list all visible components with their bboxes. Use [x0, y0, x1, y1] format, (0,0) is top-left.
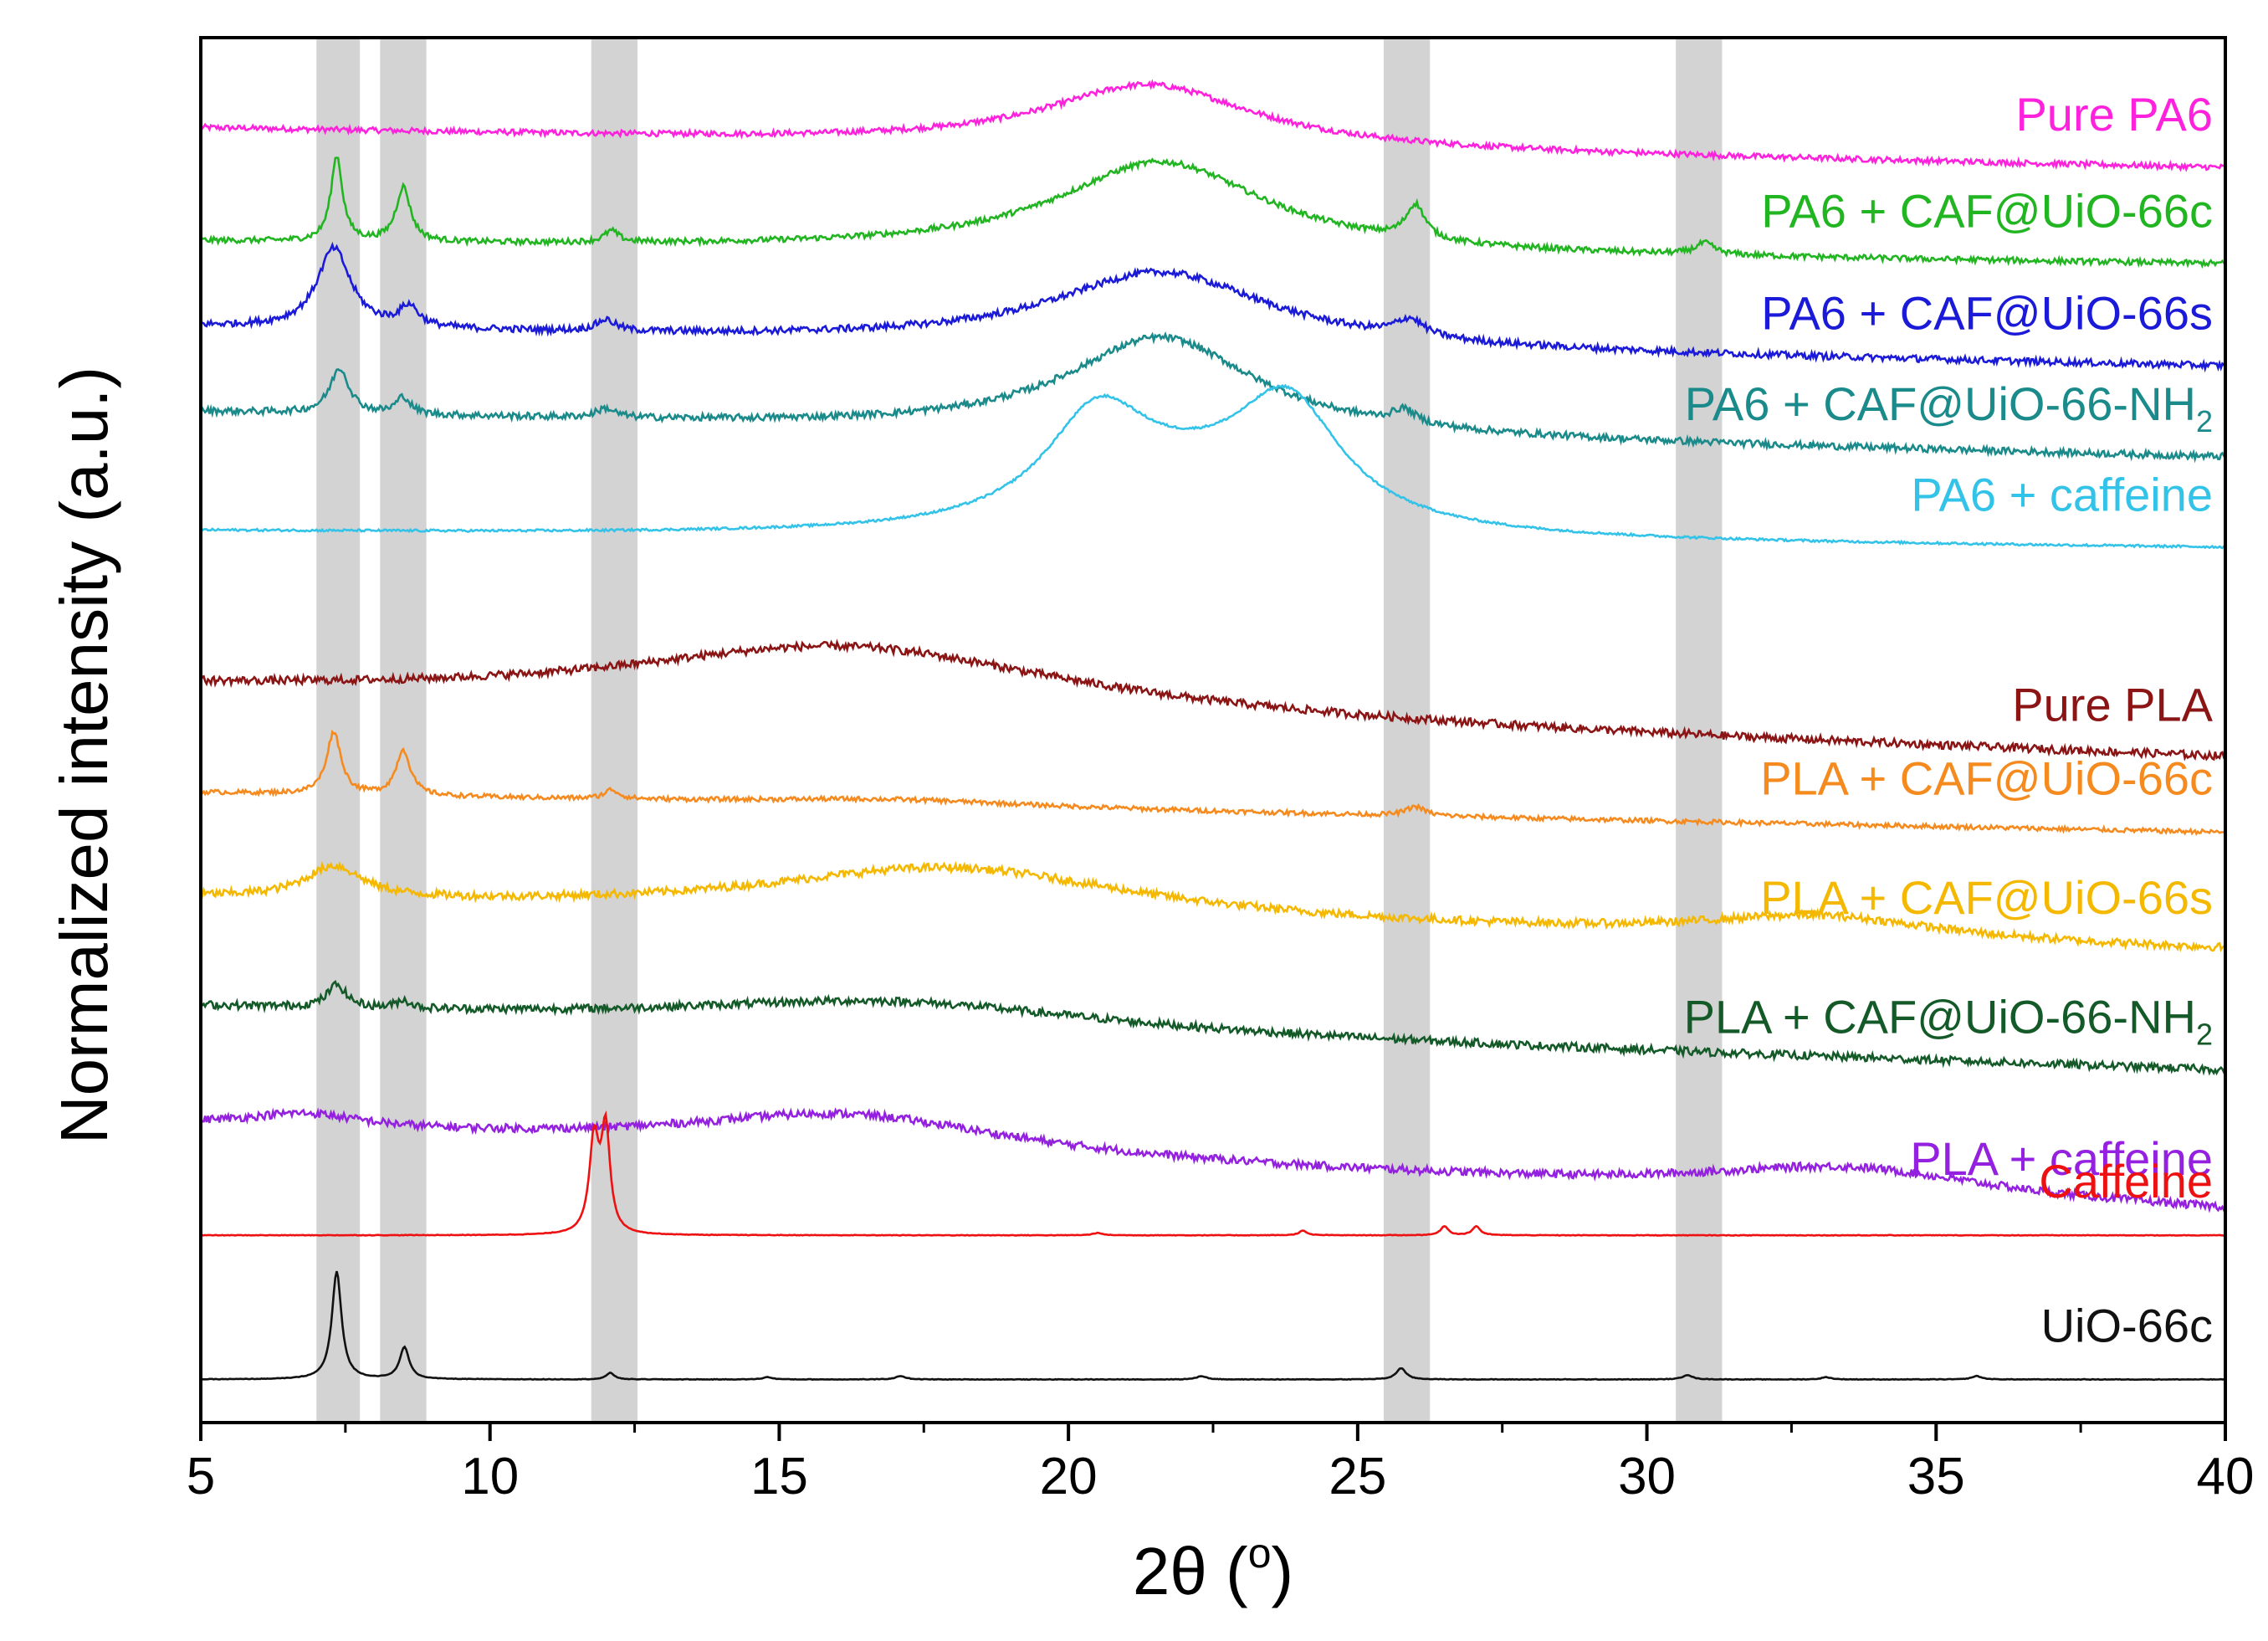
series-label-text: PA6 + caffeine	[1911, 468, 2213, 521]
series-label-7: PLA + CAF@UiO-66c	[1760, 752, 2213, 805]
series-label-text: Pure PLA	[2012, 678, 2213, 731]
x-axis-ticks: 5 10 15 20 25 30 35 40	[187, 1423, 2255, 1505]
x-axis-title-main: 2θ (	[1133, 1534, 1248, 1608]
curve-pla-caf-uio-66c	[199, 729, 2226, 837]
series-label-4: PA6 + CAF@UiO-66-NH2	[1685, 377, 2213, 438]
series-label-text: PLA + CAF@UiO-66s	[1760, 871, 2213, 924]
x-axis-title-close: )	[1272, 1534, 1294, 1608]
series-label-subscript: 2	[2196, 1017, 2213, 1051]
series-label-text: Pure PA6	[2015, 88, 2213, 141]
series-label-text: PA6 + CAF@UiO-66c	[1761, 184, 2213, 237]
curve-caffeine	[200, 1110, 2226, 1237]
highlight-band-1	[316, 38, 361, 1423]
x-tick-label-20: 20	[1040, 1448, 1098, 1505]
curve-pa6-caf-uio-66-nh2	[199, 331, 2226, 464]
series-label-text: PLA + caffeine	[1910, 1132, 2213, 1185]
series-label-text: PLA + CAF@UiO-66c	[1760, 752, 2213, 805]
series-label-12: UiO-66c	[2041, 1299, 2213, 1351]
x-tick-label-10: 10	[461, 1448, 519, 1505]
x-tick-label-5: 5	[187, 1448, 215, 1505]
series-label-text: PA6 + CAF@UiO-66s	[1761, 286, 2213, 339]
curve-pure-pla	[199, 638, 2226, 762]
series-label-3: PA6 + CAF@UiO-66s	[1761, 286, 2213, 339]
x-tick-label-35: 35	[1907, 1448, 1965, 1505]
series-label-text: Caffeine	[2039, 1155, 2213, 1208]
curve-pla-caf-uio-66s	[199, 860, 2227, 953]
curve-pure-pa6	[199, 79, 2225, 172]
curve-pla-caf-uio-66-nh2	[199, 979, 2227, 1076]
highlight-band-2	[380, 38, 427, 1423]
x-tick-label-25: 25	[1329, 1448, 1386, 1505]
x-tick-label-40: 40	[2197, 1448, 2255, 1505]
curve-pla-caffeine	[199, 1106, 2227, 1214]
curve-uio-66c	[200, 1270, 2226, 1382]
series-label-9: PLA + CAF@UiO-66-NH2	[1684, 990, 2213, 1051]
series-label-text: UiO-66c	[2041, 1299, 2213, 1351]
series-label-text: PLA + CAF@UiO-66-NH	[1684, 990, 2196, 1043]
curve-pa6-caffeine	[200, 383, 2226, 550]
series-label-10: PLA + caffeine	[1910, 1132, 2213, 1185]
curve-pa6-caf-uio-66s	[200, 241, 2227, 373]
series-label-text: PA6 + CAF@UiO-66-NH	[1685, 377, 2196, 430]
series-labels: Pure PA6 PA6 + CAF@UiO-66c PA6 + CAF@UiO-6…	[1684, 88, 2214, 1351]
y-axis-title: Normalized intensity (a.u.)	[47, 367, 121, 1144]
diffraction-curves	[199, 79, 2227, 1382]
x-tick-label-30: 30	[1618, 1448, 1676, 1505]
series-label-8: PLA + CAF@UiO-66s	[1760, 871, 2213, 924]
series-label-2: PA6 + CAF@UiO-66c	[1761, 184, 2213, 237]
curve-pa6-caf-uio-66c	[199, 156, 2226, 269]
x-tick-label-15: 15	[750, 1448, 808, 1505]
x-axis-title: 2θ (o)	[1133, 1530, 1293, 1608]
x-axis-title-degree: o	[1248, 1530, 1272, 1577]
series-label-6: Pure PLA	[2012, 678, 2213, 731]
highlight-band-4	[1383, 38, 1431, 1423]
series-label-1: Pure PA6	[2015, 88, 2213, 141]
series-label-11: Caffeine	[2039, 1155, 2213, 1208]
series-label-subscript: 2	[2196, 404, 2213, 438]
series-label-5: PA6 + caffeine	[1911, 468, 2213, 521]
highlight-band-3	[591, 38, 638, 1423]
